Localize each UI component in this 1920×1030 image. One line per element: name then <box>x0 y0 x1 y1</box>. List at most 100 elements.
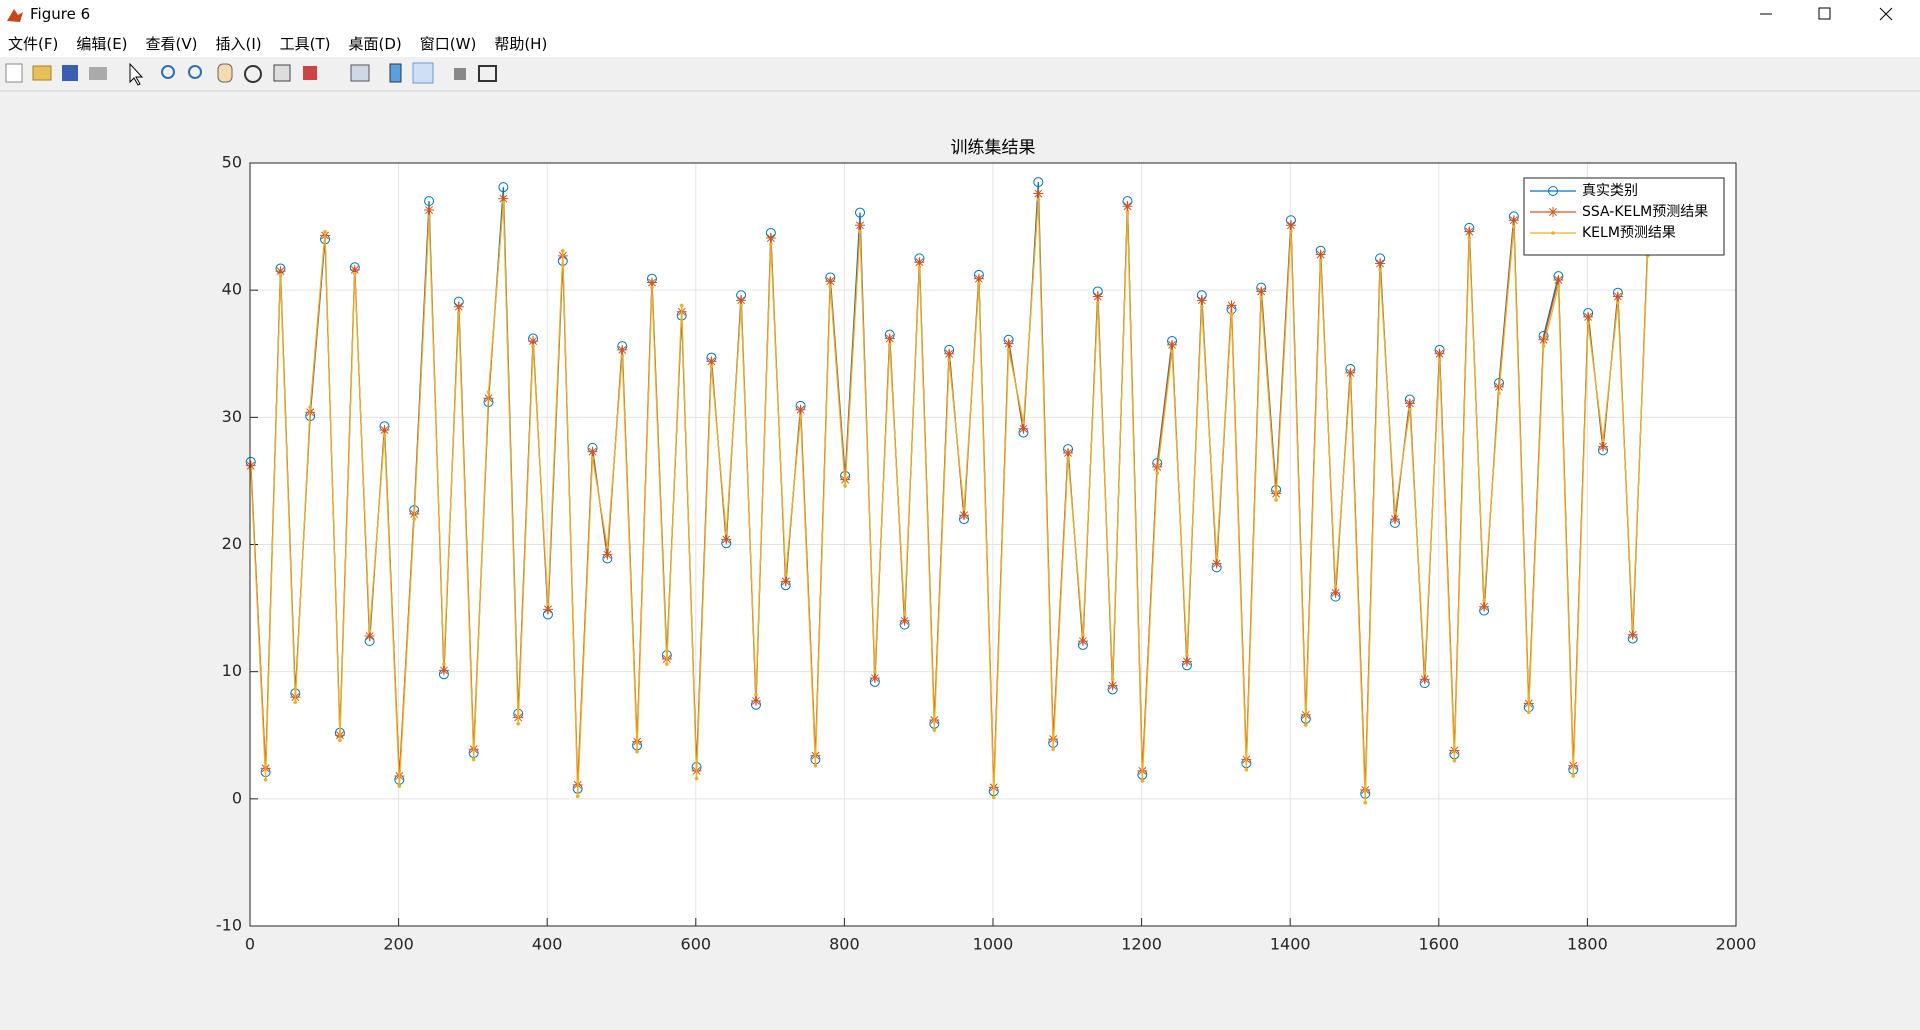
select-button[interactable] <box>129 62 144 86</box>
point-marker <box>1482 598 1486 603</box>
point-marker <box>1508 215 1519 226</box>
point-marker <box>1393 510 1397 515</box>
point-marker <box>709 364 714 369</box>
point-marker <box>750 695 761 706</box>
point-marker <box>973 273 984 284</box>
point-marker <box>1256 286 1267 297</box>
menu-item[interactable]: 帮助(H) <box>494 34 548 53</box>
point-marker <box>1095 301 1100 305</box>
point-marker <box>1170 349 1174 354</box>
x-tick-label: 0 <box>245 935 255 954</box>
show-tools-button[interactable] <box>478 65 497 82</box>
y-tick-label: -10 <box>216 916 242 935</box>
legend-button[interactable] <box>412 62 434 84</box>
point-marker <box>1437 358 1442 362</box>
brush-button[interactable] <box>303 66 317 80</box>
y-tick-label: 20 <box>222 534 242 553</box>
menu-item[interactable]: 桌面(D) <box>348 34 402 53</box>
point-marker <box>1006 348 1011 352</box>
point-marker <box>828 284 833 289</box>
y-tick-label: 10 <box>222 661 242 680</box>
legend: 真实类别 SSA-KELM预测结果 KELM预测结果 <box>1523 177 1725 256</box>
point-marker <box>1021 420 1026 425</box>
point-marker <box>780 576 791 587</box>
point-marker <box>1063 447 1074 458</box>
point-marker <box>1601 438 1605 443</box>
open-button[interactable] <box>32 65 52 81</box>
rotate-button[interactable] <box>244 65 262 83</box>
point-marker <box>379 425 390 436</box>
point-marker <box>962 507 966 511</box>
point-marker <box>813 763 818 768</box>
window-controls <box>1760 7 1893 21</box>
point-marker <box>1378 268 1382 272</box>
pan-button[interactable] <box>217 63 233 83</box>
toolbar <box>0 62 1920 92</box>
new-button[interactable] <box>5 63 23 83</box>
hide-tools-button[interactable] <box>454 68 466 80</box>
point-marker <box>1185 653 1189 657</box>
point-marker <box>899 615 910 626</box>
point-marker <box>902 612 907 617</box>
menu-item[interactable]: 插入(I) <box>215 34 262 53</box>
point-marker <box>1526 710 1531 715</box>
point-marker <box>1616 301 1620 305</box>
chart-title: 训练集结果 <box>951 138 1036 158</box>
point-marker <box>1404 398 1415 409</box>
menu-item[interactable]: 编辑(E) <box>76 34 128 53</box>
point-marker <box>424 205 435 216</box>
point-marker <box>1479 601 1490 612</box>
menu-item[interactable]: 窗口(W) <box>419 34 477 53</box>
point-marker <box>1538 334 1549 345</box>
menu-bar: 文件(F) 编辑(E) 查看(V) 插入(I) 工具(T) 桌面(D) 窗口(W) 帮助(H) <box>0 29 1920 57</box>
menu-item[interactable]: 文件(F) <box>8 34 59 53</box>
point-marker <box>1556 284 1561 289</box>
close-button[interactable] <box>1879 7 1893 21</box>
colorbar-button[interactable] <box>389 63 402 83</box>
legend-marker <box>1548 186 1558 196</box>
point-marker <box>453 301 464 312</box>
point-marker <box>932 728 937 732</box>
point-marker <box>635 749 639 754</box>
point-marker <box>397 784 402 788</box>
point-marker <box>275 266 286 277</box>
point-marker <box>884 333 895 344</box>
point-marker <box>352 271 357 276</box>
point-marker <box>1497 391 1501 395</box>
point-marker <box>1627 629 1638 640</box>
point-marker <box>1612 291 1623 302</box>
point-marker <box>1110 677 1115 682</box>
print-button[interactable] <box>89 67 107 80</box>
point-marker <box>1315 249 1326 260</box>
point-marker <box>1066 456 1070 460</box>
point-marker <box>1571 774 1576 778</box>
zoom-out-button[interactable] <box>188 65 202 79</box>
point-marker <box>546 602 550 607</box>
x-tick-label: 1800 <box>1567 935 1608 954</box>
point-marker <box>1464 226 1475 237</box>
point-marker <box>412 517 417 521</box>
point-marker <box>293 700 298 704</box>
point-marker <box>665 662 669 666</box>
point-marker <box>338 738 342 743</box>
point-marker <box>694 776 699 781</box>
link-button[interactable] <box>350 64 370 82</box>
save-button[interactable] <box>62 65 78 81</box>
point-marker <box>1033 177 1044 188</box>
point-marker <box>1199 304 1204 309</box>
zoom-in-button[interactable] <box>161 65 175 79</box>
point-marker <box>825 276 836 287</box>
point-marker <box>382 433 387 437</box>
point-marker <box>1541 344 1546 348</box>
point-marker <box>1408 407 1412 412</box>
point-marker <box>1036 198 1041 202</box>
menu-item[interactable]: 查看(V) <box>145 34 198 53</box>
point-marker <box>498 182 509 193</box>
datatip-button[interactable] <box>273 64 291 82</box>
point-marker <box>1553 274 1564 285</box>
x-tick-label: 200 <box>383 935 414 954</box>
menu-item[interactable]: 工具(T) <box>279 34 331 53</box>
point-marker <box>278 273 283 277</box>
restore-button[interactable] <box>1818 7 1831 20</box>
point-marker <box>427 214 431 219</box>
